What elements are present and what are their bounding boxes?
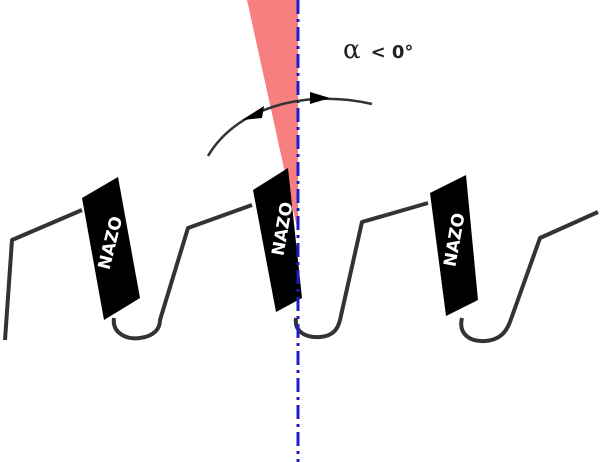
tip — [82, 177, 140, 320]
saw-profile — [3, 201, 599, 344]
angle-label: α < 0° — [343, 35, 413, 65]
arrow-head — [310, 92, 330, 104]
angle-relation: < 0° — [371, 42, 414, 63]
tip — [430, 175, 478, 316]
tip — [253, 168, 302, 312]
angle-symbol: α — [343, 35, 361, 65]
angle-arc — [206, 97, 373, 157]
arrow-head — [242, 106, 264, 120]
